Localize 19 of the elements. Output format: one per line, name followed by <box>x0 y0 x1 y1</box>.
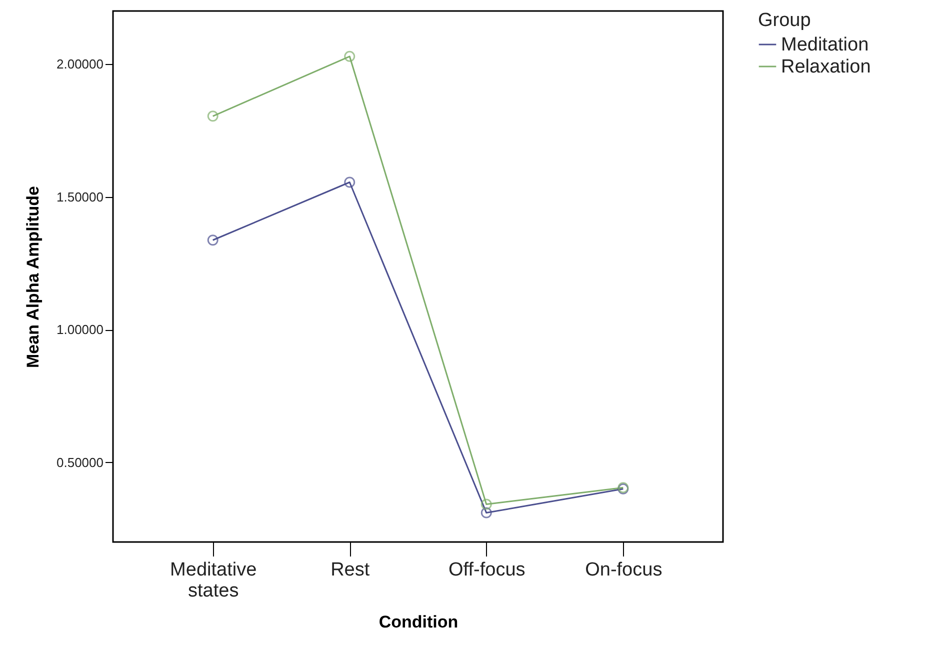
y-axis-title: Mean Alpha Amplitude <box>24 186 43 368</box>
y-tick-label: 2.00000 <box>56 56 104 72</box>
point <box>207 234 218 246</box>
point <box>207 110 218 122</box>
y-tick-label: 0.50000 <box>56 454 104 470</box>
x-tick-label: On-focus <box>585 560 662 580</box>
x-tick-label: Meditative states <box>170 560 257 602</box>
legend-label: Meditation <box>781 34 869 56</box>
y-tick-label: 1.00000 <box>56 322 104 338</box>
legend-title: Group <box>758 10 811 31</box>
point <box>480 507 492 518</box>
y-tick-label: 1.50000 <box>56 189 104 204</box>
point <box>344 50 356 62</box>
point <box>344 176 356 188</box>
legend-label: Relaxation <box>781 56 871 78</box>
x-axis-title: Condition <box>378 612 458 632</box>
x-tick-label: Rest <box>330 560 370 580</box>
point <box>480 498 492 510</box>
x-tick-label: Off-focus <box>448 560 526 580</box>
